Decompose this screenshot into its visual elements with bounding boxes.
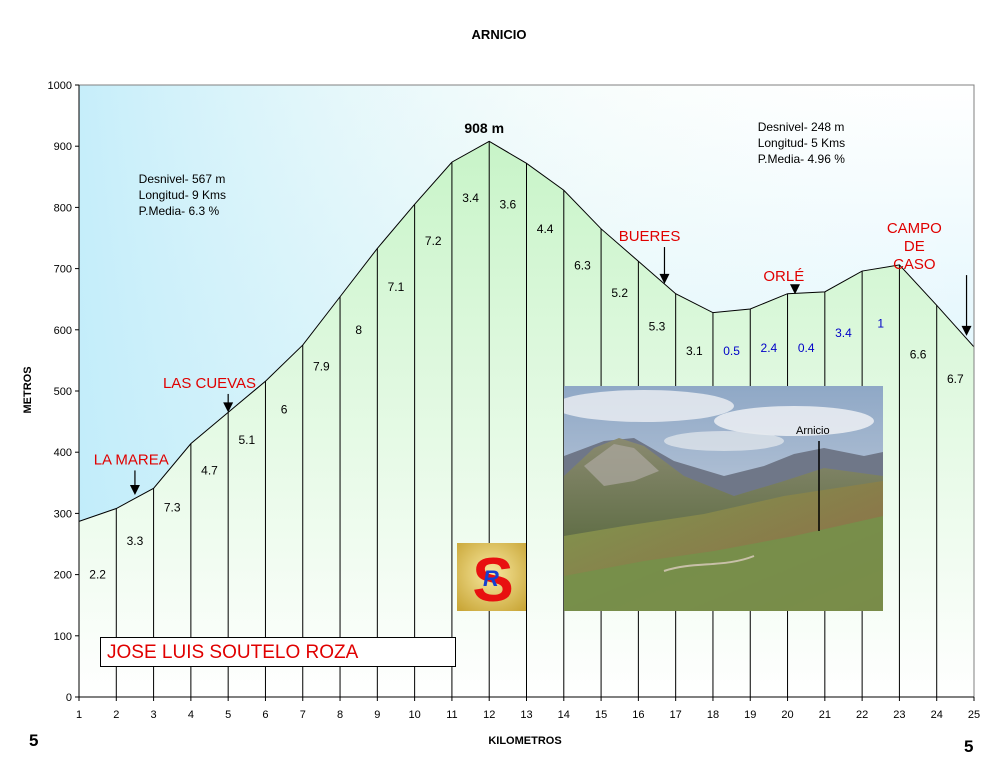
y-tick-label: 300 bbox=[54, 508, 72, 520]
x-tick-label: 4 bbox=[188, 709, 194, 721]
segment-gradient-label: 0.4 bbox=[798, 341, 815, 355]
place-label: LA MAREA bbox=[94, 451, 169, 468]
page-number-left: 5 bbox=[29, 731, 39, 750]
place-label: LAS CUEVAS bbox=[163, 375, 256, 392]
y-tick-label: 700 bbox=[54, 264, 72, 276]
place-label: CAMPO bbox=[887, 220, 942, 237]
peak-label: 908 m bbox=[464, 120, 504, 136]
y-tick-label: 0 bbox=[66, 692, 72, 704]
x-tick-label: 24 bbox=[931, 709, 943, 721]
segment-gradient-label: 3.6 bbox=[500, 197, 517, 211]
place-arrow-head bbox=[961, 325, 972, 336]
segment-gradient-label: 4.4 bbox=[537, 222, 554, 236]
segment-gradient-label: 3.4 bbox=[835, 326, 852, 340]
segment-gradient-label: 3.3 bbox=[127, 534, 144, 548]
segment-gradient-label: 6 bbox=[281, 402, 288, 416]
x-tick-label: 23 bbox=[893, 709, 905, 721]
x-tick-label: 8 bbox=[337, 709, 343, 721]
segment-gradient-label: 5.1 bbox=[238, 433, 255, 447]
x-tick-label: 2 bbox=[113, 709, 119, 721]
place-label: BUERES bbox=[619, 228, 681, 245]
x-tick-label: 18 bbox=[707, 709, 719, 721]
stats-right-line: Longitud- 5 Kms bbox=[758, 136, 845, 150]
y-tick-labels: 0 100 200 300 400 500 600 700 800 900 1000 bbox=[48, 80, 79, 704]
author-name: JOSE LUIS SOUTELO ROZA bbox=[107, 642, 359, 663]
page-number-right: 5 bbox=[964, 737, 974, 756]
x-tick-label: 9 bbox=[374, 709, 380, 721]
y-axis-label: METROS bbox=[22, 366, 34, 413]
segment-gradient-label: 7.2 bbox=[425, 234, 442, 248]
photo-caption: Arnicio bbox=[796, 425, 830, 437]
stats-left-line: P.Media- 6.3 % bbox=[139, 204, 220, 218]
y-tick-label: 500 bbox=[54, 386, 72, 398]
y-tick-label: 200 bbox=[54, 570, 72, 582]
place-arrow-head bbox=[129, 485, 140, 496]
place-label: ORLÉ bbox=[763, 268, 804, 285]
x-tick-label: 22 bbox=[856, 709, 868, 721]
x-tick-label: 19 bbox=[744, 709, 756, 721]
place-arrow-head bbox=[790, 284, 800, 295]
x-tick-labels: 1 2 3 4 5 6 7 8 9 10 11 12 13 14 15 16 17 18 19 20 21 22 23 24 2… bbox=[76, 697, 980, 721]
x-tick-label: 16 bbox=[632, 709, 644, 721]
x-tick-label: 13 bbox=[520, 709, 532, 721]
segment-gradient-label: 1 bbox=[877, 317, 884, 331]
x-tick-label: 10 bbox=[409, 709, 421, 721]
x-tick-label: 15 bbox=[595, 709, 607, 721]
segment-gradient-label: 3.1 bbox=[686, 344, 703, 358]
segment-gradient-label: 0.5 bbox=[723, 344, 740, 358]
x-tick-label: 11 bbox=[446, 709, 457, 721]
segment-gradient-label: 5.3 bbox=[649, 320, 666, 334]
x-tick-label: 14 bbox=[558, 709, 570, 721]
chart-title: ARNICIO bbox=[472, 27, 527, 42]
place-label: DE bbox=[904, 238, 925, 255]
x-axis-label: KILOMETROS bbox=[488, 735, 561, 747]
svg-text:R: R bbox=[483, 566, 499, 591]
segment-gradient-label: 7.9 bbox=[313, 360, 330, 374]
x-tick-label: 6 bbox=[262, 709, 268, 721]
y-tick-label: 800 bbox=[54, 202, 72, 214]
segment-gradient-label: 2.2 bbox=[89, 568, 106, 582]
x-tick-label: 20 bbox=[781, 709, 793, 721]
segment-gradient-label: 6.3 bbox=[574, 259, 591, 273]
x-tick-label: 21 bbox=[819, 709, 831, 721]
segment-gradient-label: 5.2 bbox=[611, 286, 628, 300]
x-tick-label: 7 bbox=[300, 709, 306, 721]
segment-gradient-label: 6.6 bbox=[910, 347, 927, 361]
y-tick-label: 900 bbox=[54, 141, 72, 153]
segment-gradient-label: 2.4 bbox=[761, 341, 778, 355]
stats-right-line: P.Media- 4.96 % bbox=[758, 152, 845, 166]
x-tick-label: 12 bbox=[483, 709, 495, 721]
segment-gradient-label: 7.1 bbox=[388, 280, 405, 294]
x-tick-label: 5 bbox=[225, 709, 231, 721]
stats-right-line: Desnivel- 248 m bbox=[758, 120, 845, 134]
annotations: 908 m Desnivel- 567 m Longitud- 9 Kms P.Med… bbox=[94, 120, 972, 496]
y-tick-label: 400 bbox=[54, 447, 72, 459]
author-box: JOSE LUIS SOUTELO ROZA bbox=[100, 637, 456, 667]
x-tick-label: 17 bbox=[670, 709, 682, 721]
y-tick-label: 600 bbox=[54, 325, 72, 337]
svg-text:S: S bbox=[472, 546, 513, 611]
place-arrow-head bbox=[223, 402, 234, 413]
place-label: CASO bbox=[893, 256, 936, 273]
segment-gradient-label: 4.7 bbox=[201, 464, 218, 478]
stats-left-line: Desnivel- 567 m bbox=[139, 172, 226, 186]
place-arrow-head bbox=[659, 273, 670, 284]
segment-gradient-label: 8 bbox=[355, 323, 362, 337]
segment-gradient-label: 3.4 bbox=[462, 191, 479, 205]
segment-gradient-labels: 2.2 3.3 7.3 4.7 5.1 6 7.9 8 7.1 7.2 3.4 3.6 4.4 6.3 5.… bbox=[89, 191, 964, 581]
segment-gradient-label: 6.7 bbox=[947, 372, 964, 386]
landscape-photo: Arnicio bbox=[564, 386, 883, 611]
y-tick-label: 100 bbox=[54, 631, 72, 643]
stats-left-line: Longitud- 9 Kms bbox=[139, 188, 226, 202]
author-logo: S R bbox=[457, 543, 526, 611]
x-tick-label: 25 bbox=[968, 709, 980, 721]
x-tick-label: 1 bbox=[76, 709, 82, 721]
x-tick-label: 3 bbox=[151, 709, 157, 721]
segment-gradient-label: 7.3 bbox=[164, 500, 181, 514]
y-tick-label: 1000 bbox=[48, 80, 72, 92]
